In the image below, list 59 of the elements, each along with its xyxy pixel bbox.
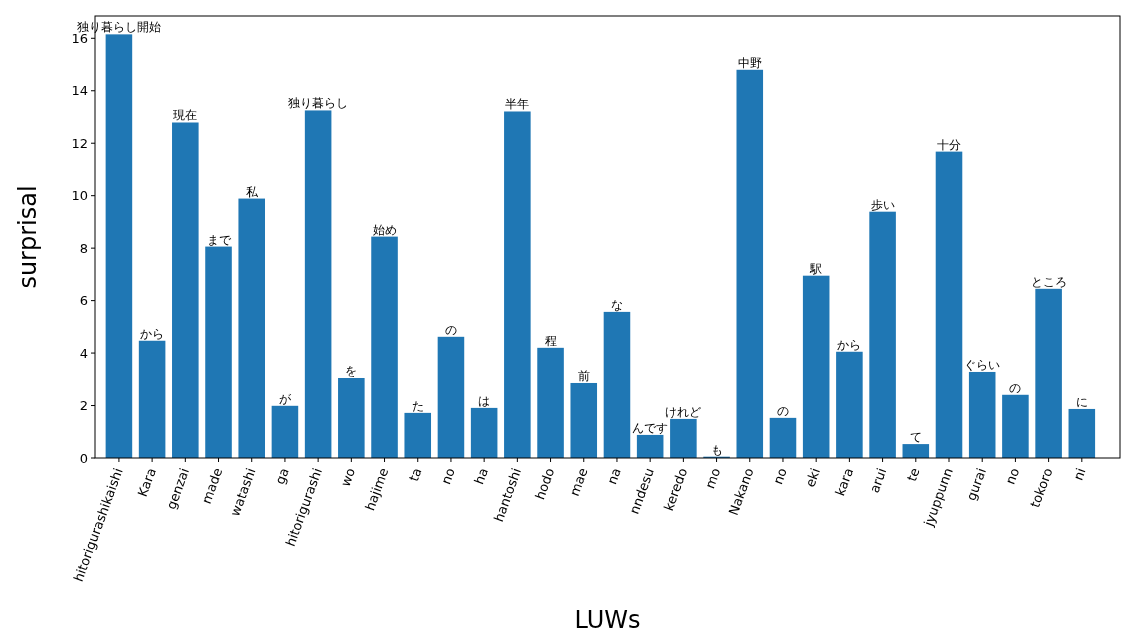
- x-axis-title: LUWs: [574, 606, 641, 630]
- data-label: 現在: [173, 108, 198, 123]
- data-label: 程: [544, 333, 557, 348]
- x-tick-label: mo: [702, 465, 724, 491]
- y-tick-label: 4: [79, 345, 88, 361]
- x-tick-label: ni: [1070, 465, 1089, 483]
- x-tick-label: te: [904, 465, 923, 484]
- y-tick-label: 0: [79, 450, 88, 466]
- x-tick-label: wo: [337, 465, 359, 489]
- data-label: は: [478, 393, 491, 408]
- data-label: 歩い: [870, 197, 895, 212]
- y-tick-label: 2: [79, 398, 88, 414]
- data-label: ところ: [1030, 274, 1067, 289]
- data-label: を: [345, 363, 358, 378]
- data-label: の: [444, 322, 457, 337]
- data-label: の: [776, 403, 789, 418]
- data-label: た: [411, 398, 424, 413]
- data-label: 私: [245, 184, 259, 199]
- x-tick-label: mae: [566, 465, 591, 498]
- x-tick-label: na: [604, 465, 624, 487]
- data-label: 始め: [372, 222, 397, 237]
- data-label: が: [278, 391, 292, 406]
- data-label: 駅: [809, 261, 823, 276]
- y-tick-label: 14: [71, 83, 88, 99]
- data-label: 前: [577, 368, 590, 383]
- data-label: まで: [206, 232, 232, 247]
- data-label: に: [1075, 394, 1088, 409]
- y-tick-label: 10: [71, 188, 88, 204]
- x-tick-label: gurai: [963, 465, 990, 503]
- x-tick-label: made: [198, 465, 226, 506]
- data-label: て: [909, 430, 922, 445]
- x-tick-label: eki: [802, 465, 823, 490]
- x-tick-label: no: [438, 465, 458, 487]
- y-tick-label: 6: [79, 293, 88, 309]
- x-tick-label: genzai: [163, 465, 193, 512]
- data-label: んです: [632, 420, 669, 435]
- data-label: から: [837, 337, 862, 352]
- data-label: から: [140, 326, 165, 341]
- data-label: 半年: [505, 97, 530, 112]
- data-label: 独り暮らし: [288, 96, 349, 111]
- data-label: けれど: [665, 404, 702, 419]
- x-tick-label: ta: [405, 465, 425, 484]
- data-label: な: [610, 297, 623, 312]
- data-label: の: [1009, 380, 1022, 395]
- x-tick-label: hodo: [532, 465, 558, 502]
- x-tick-label: no: [1002, 465, 1023, 487]
- x-tick-label: tokoro: [1027, 465, 1056, 510]
- x-tick-label: no: [770, 465, 790, 487]
- y-tick-label: 12: [71, 135, 88, 151]
- data-label: 十分: [937, 137, 961, 152]
- x-tick-label: Kara: [134, 465, 159, 499]
- y-tick-label: 8: [79, 240, 88, 256]
- y-axis-title: surprisal: [14, 185, 42, 289]
- data-label: も: [710, 442, 723, 457]
- data-label: ぐらい: [964, 357, 1001, 372]
- data-label: 中野: [737, 55, 762, 70]
- x-tick-label: ha: [471, 465, 491, 487]
- x-tick-label: kara: [832, 465, 857, 498]
- x-tick-label: arui: [866, 465, 890, 495]
